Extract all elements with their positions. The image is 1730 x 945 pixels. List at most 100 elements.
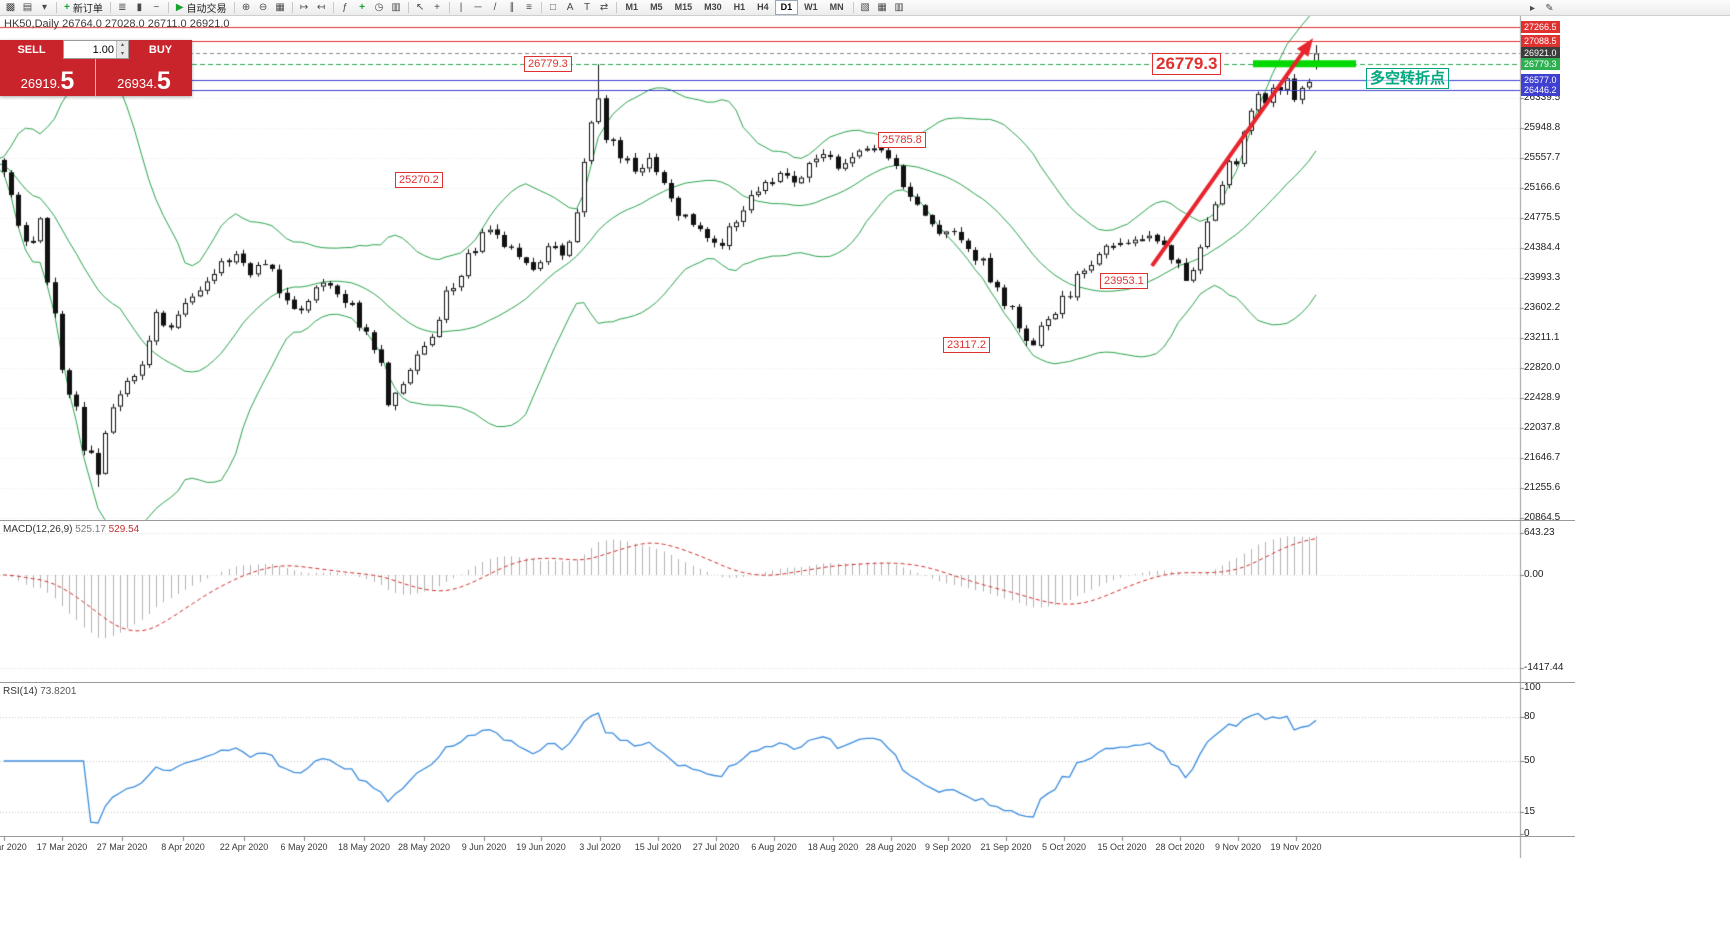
- shapes-icon[interactable]: □: [550, 2, 557, 13]
- date-label: 8 Apr 2020: [161, 842, 205, 852]
- indicators-icon[interactable]: ƒ: [342, 2, 348, 13]
- arrows-icon[interactable]: ⇄: [599, 2, 609, 13]
- fibonacci-icon[interactable]: ≡: [526, 2, 532, 13]
- equidistant-channel-icon[interactable]: ∥: [509, 2, 515, 13]
- timeframe-m5-button[interactable]: M5: [650, 2, 663, 12]
- chart-window: HK50,Daily 26764.0 27028.0 26711.0 26921…: [0, 16, 1730, 945]
- macd-main-value: 525.17: [75, 524, 106, 535]
- volume-up-button[interactable]: ▴: [117, 41, 128, 50]
- toolbar-separator: [615, 2, 617, 13]
- text-label-icon[interactable]: T: [583, 2, 591, 13]
- sell-price-button[interactable]: 26919. 5: [0, 59, 95, 96]
- profiles-dropdown-icon[interactable]: ▾: [41, 2, 48, 13]
- indicators-add-icon[interactable]: +: [359, 2, 365, 13]
- auto-trading-button[interactable]: ▶ 自动交易: [172, 1, 231, 15]
- timeframe-m1-button[interactable]: M1: [625, 2, 639, 12]
- price-axis-label: 20864.5: [1524, 511, 1561, 523]
- price-axis-label: 25166.6: [1524, 181, 1561, 193]
- date-label: 18 May 2020: [337, 842, 391, 852]
- price-axis-label: 23211.1: [1524, 331, 1560, 343]
- toolbar-edit-icon[interactable]: ✎: [1545, 2, 1554, 14]
- new-order-button-label: 新订单: [72, 4, 103, 15]
- price-annotation[interactable]: 26779.3: [1152, 53, 1222, 76]
- zoom-out-icon[interactable]: ⊖: [258, 2, 268, 13]
- chart-symbol-period: HK50,Daily: [4, 18, 60, 30]
- date-label: 6 May 2020: [280, 842, 328, 852]
- profiles-icon[interactable]: ▤: [22, 2, 33, 13]
- volume-down-button[interactable]: ▾: [117, 49, 128, 58]
- price-marker-green-line: 26779.3: [1521, 58, 1560, 71]
- auto-scroll-icon[interactable]: ↦: [299, 2, 309, 13]
- sell-button[interactable]: SELL: [0, 40, 63, 59]
- date-label: 9 Sep 2020: [924, 842, 972, 852]
- chart-shift-icon[interactable]: ↤: [316, 2, 326, 13]
- new-order-button[interactable]: + 新订单: [60, 1, 107, 15]
- crosshair-icon[interactable]: +: [434, 2, 440, 13]
- timeframe-m30-button[interactable]: M30: [704, 2, 722, 12]
- toolbar-right-icons: ▸ ✎: [1524, 0, 1558, 16]
- templates-icon[interactable]: ▥: [391, 2, 401, 13]
- turning-point-label[interactable]: 多空转折点: [1366, 68, 1450, 90]
- price-marker-bid: 26921.0: [1521, 47, 1560, 60]
- rsi-axis-label: 15: [1524, 806, 1536, 818]
- zoom-in-icon[interactable]: ⊕: [241, 2, 251, 13]
- price-axis-label: 22037.8: [1524, 421, 1561, 433]
- timeframe-h1-button[interactable]: H1: [733, 2, 746, 12]
- window-arrange-icon[interactable]: ▥: [894, 2, 904, 13]
- toolbar-scroll-icon[interactable]: ▸: [1529, 2, 1536, 14]
- date-label: 6 Aug 2020: [751, 842, 797, 852]
- price-marker-blue-line: 26446.2: [1521, 83, 1560, 96]
- price-annotation[interactable]: 25270.2: [395, 172, 443, 189]
- macd-axis-label: 0.00: [1524, 569, 1544, 580]
- rsi-axis-label: 50: [1524, 755, 1536, 766]
- buy-price-button[interactable]: 26934. 5: [96, 59, 192, 96]
- rsi-name: RSI(14): [3, 686, 38, 697]
- new-chart-icon[interactable]: ▩: [5, 2, 16, 13]
- toolbar-separator: [56, 2, 57, 13]
- date-label: 9 Jun 2020: [461, 842, 507, 852]
- timeframe-h4-button[interactable]: H4: [757, 2, 769, 12]
- price-marker-red-line: 27088.5: [1521, 34, 1560, 47]
- price-annotation[interactable]: 26779.3: [524, 56, 572, 73]
- cursor-icon[interactable]: ↖: [415, 2, 425, 13]
- buy-button[interactable]: BUY: [129, 40, 192, 59]
- toolbar-separator: [448, 2, 450, 13]
- chart-canvas[interactable]: [0, 16, 1730, 945]
- chart-bars-icon[interactable]: ≣: [118, 2, 127, 13]
- toolbar-separator: [233, 2, 235, 13]
- window-cascade-icon[interactable]: ▧: [860, 2, 870, 13]
- date-label: 5 Oct 2020: [1041, 842, 1087, 852]
- price-annotation[interactable]: 23117.2: [943, 337, 990, 354]
- toolbar-separator: [167, 2, 169, 13]
- macd-indicator-label: MACD(12,26,9) 525.17 529.54: [3, 524, 139, 535]
- timeframe-mn-button[interactable]: MN: [829, 2, 844, 12]
- vertical-line-icon[interactable]: |: [459, 2, 463, 13]
- price-annotation[interactable]: 25785.8: [878, 132, 926, 149]
- volume-input[interactable]: [64, 41, 116, 58]
- price-axis-label: 23993.3: [1524, 271, 1561, 283]
- chart-candles-icon[interactable]: ▮: [136, 2, 143, 13]
- window-tile-icon[interactable]: ▦: [877, 2, 887, 13]
- timeframe-d1-button[interactable]: D1: [774, 0, 799, 15]
- date-label: 15 Jul 2020: [634, 842, 682, 852]
- timeframe-w1-button[interactable]: W1: [804, 2, 818, 12]
- tile-windows-icon[interactable]: ▦: [275, 2, 285, 13]
- price-annotation[interactable]: 23953.1: [1100, 273, 1148, 290]
- text-icon[interactable]: A: [566, 2, 574, 13]
- chart-line-icon[interactable]: ~: [153, 2, 160, 13]
- horizontal-line-icon[interactable]: ─: [474, 2, 482, 13]
- date-label: 15 Oct 2020: [1097, 842, 1147, 852]
- timeframe-m15-button[interactable]: M15: [674, 2, 693, 12]
- pane-separator-macd[interactable]: [0, 520, 1575, 521]
- date-label: 19 Nov 2020: [1270, 842, 1322, 852]
- price-axis-label: 23602.2: [1524, 301, 1561, 313]
- date-label: 19 Jun 2020: [516, 842, 566, 852]
- trendline-icon[interactable]: /: [493, 2, 497, 13]
- toolbar-separator: [540, 2, 542, 13]
- date-label: 22 Apr 2020: [219, 842, 269, 852]
- date-label: 28 Aug 2020: [865, 842, 917, 852]
- macd-signal-value: 529.54: [108, 524, 140, 535]
- price-axis-label: 21255.6: [1524, 481, 1561, 493]
- periods-icon[interactable]: ◷: [374, 2, 384, 13]
- pane-separator-rsi[interactable]: [0, 682, 1575, 683]
